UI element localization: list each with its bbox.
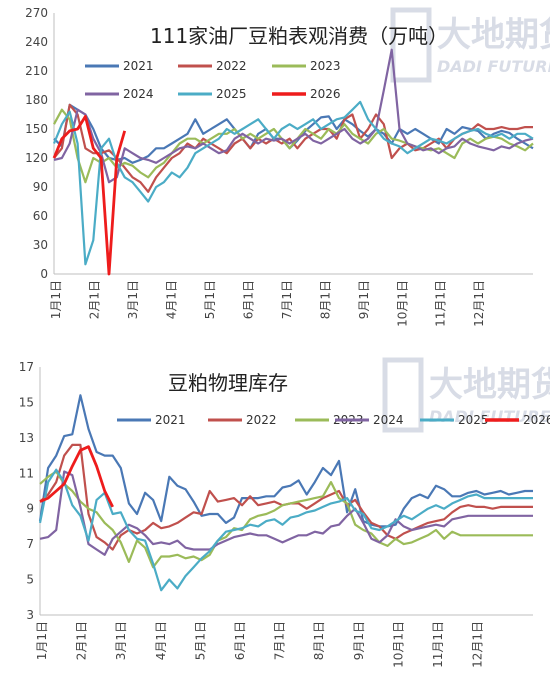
inventory-ytick-label: 3 — [26, 608, 34, 622]
inventory-series-2023 — [39, 470, 533, 569]
logo-frame-icon — [382, 357, 424, 433]
inventory-ytick-label: 15 — [19, 395, 34, 409]
inventory-xtick-label: 12月1日 — [471, 621, 485, 668]
inventory-xtick-label: 7月1日 — [273, 621, 287, 660]
inventory-watermark: 大地期货 DADI FUTURES — [382, 357, 550, 433]
consumption-title: 111家油厂豆粕表观消费（万吨） — [150, 24, 448, 48]
consumption-legend-label-2021: 2021 — [123, 59, 154, 73]
consumption-series-2023 — [53, 108, 534, 184]
consumption-xtick-label: 11月1日 — [434, 280, 448, 327]
inventory-xtick-label: 11月1日 — [431, 621, 445, 668]
inventory-ytick-label: 5 — [26, 573, 34, 587]
inventory-xtick-label: 6月1日 — [233, 621, 247, 660]
consumption-chart: 大地期货 DADI FUTURES 111家油厂豆粕表观消费（万吨） 0 30 60 90 1… — [25, 6, 550, 327]
consumption-ytick-label: 240 — [25, 35, 48, 49]
consumption-xtick-label: 1月1日 — [49, 280, 63, 319]
consumption-ytick-label: 270 — [25, 6, 48, 20]
consumption-legend-label-2025: 2025 — [216, 87, 247, 101]
inventory-xtick-label: 8月1日 — [312, 621, 326, 660]
inventory-legend-label-2025: 2025 — [458, 413, 489, 427]
consumption-legend-label-2024: 2024 — [123, 87, 154, 101]
watermark-cn: 大地期货 — [437, 15, 550, 55]
inventory-xtick-label: 1月1日 — [35, 621, 49, 660]
consumption-xtick-label: 5月1日 — [203, 280, 217, 319]
inventory-xtick-label: 2月1日 — [75, 621, 89, 660]
consumption-ytick-label: 120 — [25, 151, 48, 165]
inventory-ytick-label: 13 — [19, 431, 34, 445]
consumption-ytick-label: 150 — [25, 122, 48, 136]
consumption-xtick-label: 6月1日 — [241, 280, 255, 319]
watermark-en: DADI FUTURES — [437, 57, 550, 76]
inventory-chart-svg: 大地期货 DADI FUTURES 豆粕物理库存 3 5 7 9 11 13 15 17 1月1日 2月… — [19, 357, 550, 668]
watermark-en: DADI FUTURES — [429, 407, 550, 426]
inventory-series-2025 — [38, 468, 533, 592]
inventory-ytick-label: 17 — [19, 360, 34, 374]
consumption-xtick-label: 7月1日 — [280, 280, 294, 319]
consumption-series-2026 — [52, 115, 127, 276]
consumption-series-2024 — [53, 48, 534, 184]
inventory-legend-label-2024: 2024 — [373, 413, 404, 427]
inventory-xtick-label: 3月1日 — [114, 621, 128, 660]
inventory-ytick-label: 7 — [26, 537, 34, 551]
consumption-ytick-label: 180 — [25, 93, 48, 107]
inventory-chart: 大地期货 DADI FUTURES 豆粕物理库存 3 5 7 9 11 13 15 17 1月1日 2月… — [0, 340, 550, 678]
consumption-ytick-label: 90 — [33, 180, 48, 194]
consumption-watermark: 大地期货 DADI FUTURES — [390, 7, 550, 83]
inventory-xtick-label: 9月1日 — [352, 621, 366, 660]
consumption-xtick-label: 2月1日 — [87, 280, 101, 319]
consumption-ytick-label: 30 — [33, 238, 48, 252]
consumption-xtick-label: 9月1日 — [357, 280, 371, 319]
consumption-ytick-label: 210 — [25, 64, 48, 78]
inventory-xtick-label: 10月1日 — [391, 621, 405, 668]
consumption-series-2025 — [52, 100, 534, 266]
inventory-ytick-label: 11 — [19, 466, 34, 480]
consumption-xtick-label: 10月1日 — [395, 280, 409, 327]
consumption-legend-label-2026: 2026 — [310, 87, 341, 101]
consumption-legend-label-2022: 2022 — [216, 59, 247, 73]
logo-frame-icon — [390, 7, 432, 83]
consumption-ytick-label: 60 — [33, 209, 48, 223]
inventory-legend-label-2021: 2021 — [155, 413, 186, 427]
consumption-chart-svg: 大地期货 DADI FUTURES 111家油厂豆粕表观消费（万吨） 0 30 60 90 1… — [25, 6, 550, 327]
inventory-series-2024 — [39, 470, 533, 556]
inventory-ytick-label: 9 — [26, 502, 34, 516]
consumption-xtick-label: 4月1日 — [164, 280, 178, 319]
consumption-xtick-label: 8月1日 — [318, 280, 332, 319]
consumption-ytick-label: 0 — [40, 267, 48, 281]
inventory-legend-label-2026: 2026 — [523, 413, 550, 427]
consumption-xtick-label: 12月1日 — [472, 280, 486, 327]
inventory-legend-label-2022: 2022 — [246, 413, 277, 427]
inventory-title: 豆粕物理库存 — [168, 371, 288, 395]
consumption-legend-label-2023: 2023 — [310, 59, 341, 73]
watermark-cn: 大地期货 — [429, 365, 550, 405]
inventory-series-2021 — [38, 394, 533, 528]
inventory-xtick-label: 4月1日 — [154, 621, 168, 660]
inventory-xtick-label: 5月1日 — [193, 621, 207, 660]
inventory-series-2026 — [39, 445, 114, 508]
consumption-xtick-label: 3月1日 — [126, 280, 140, 319]
